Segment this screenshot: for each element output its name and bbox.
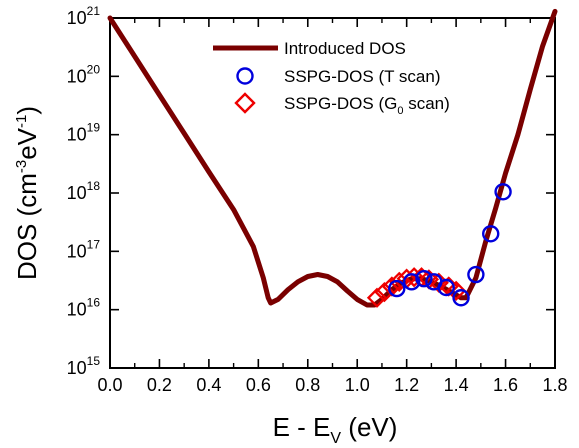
t-scan-circle-point — [402, 273, 421, 291]
y-tick-label: 1019 — [67, 121, 101, 145]
x-tick-label: 0.2 — [147, 375, 172, 395]
legend: Introduced DOS SSPG-DOS (T scan) SSPG-DO… — [213, 39, 450, 117]
y-tick-label: 1016 — [67, 296, 101, 320]
t-scan-circle-point — [494, 183, 512, 201]
legend-circle-symbol — [236, 67, 254, 85]
x-tick-label: 1.0 — [345, 375, 370, 395]
x-tick-labels: 0.0 0.2 0.4 0.6 0.8 1.0 1.2 1.4 1.6 1.8 — [97, 375, 567, 395]
x-tick-label: 1.4 — [444, 375, 469, 395]
x-tick-label: 0.4 — [196, 375, 221, 395]
g0-scan-diamond-point — [445, 280, 467, 301]
legend-label-g0-scan: SSPG-DOS (G0 scan) — [284, 94, 450, 117]
x-axis-title: E - EV (eV) — [273, 412, 398, 447]
x-tick-label: 0.0 — [97, 375, 122, 395]
t-scan-circle-point — [388, 279, 406, 298]
y-tick-label: 1015 — [67, 354, 101, 378]
x-tick-label: 0.8 — [295, 375, 320, 395]
axis-ticks — [109, 17, 556, 369]
y-tick-label: 1021 — [67, 4, 101, 28]
legend-label-t-scan: SSPG-DOS (T scan) — [284, 67, 441, 86]
introduced-dos-line — [107, 8, 558, 308]
x-tick-label: 1.6 — [493, 375, 518, 395]
y-tick-labels: 1015 1016 1017 1018 1019 1020 1021 — [67, 4, 101, 378]
y-tick-label: 1017 — [67, 237, 101, 261]
g0-scan-diamond-point — [366, 287, 388, 308]
x-tick-label: 1.2 — [394, 375, 419, 395]
x-tick-label: 1.8 — [542, 375, 567, 395]
y-tick-label: 1018 — [67, 179, 101, 203]
x-tick-label: 0.6 — [246, 375, 271, 395]
t-scan-circle-point — [467, 265, 485, 284]
y-axis-title: DOS (cm-3eV-1) — [12, 106, 42, 280]
t-scan-circle-point — [482, 225, 500, 243]
t-scan-circle-point — [415, 269, 433, 288]
t-scan-circle-point — [437, 278, 455, 297]
legend-diamond-symbol — [234, 92, 256, 114]
legend-label-introduced-dos: Introduced DOS — [284, 39, 406, 58]
series-layer — [107, 8, 558, 308]
y-tick-label: 1020 — [67, 62, 101, 86]
t-scan-circle-point — [452, 289, 470, 307]
